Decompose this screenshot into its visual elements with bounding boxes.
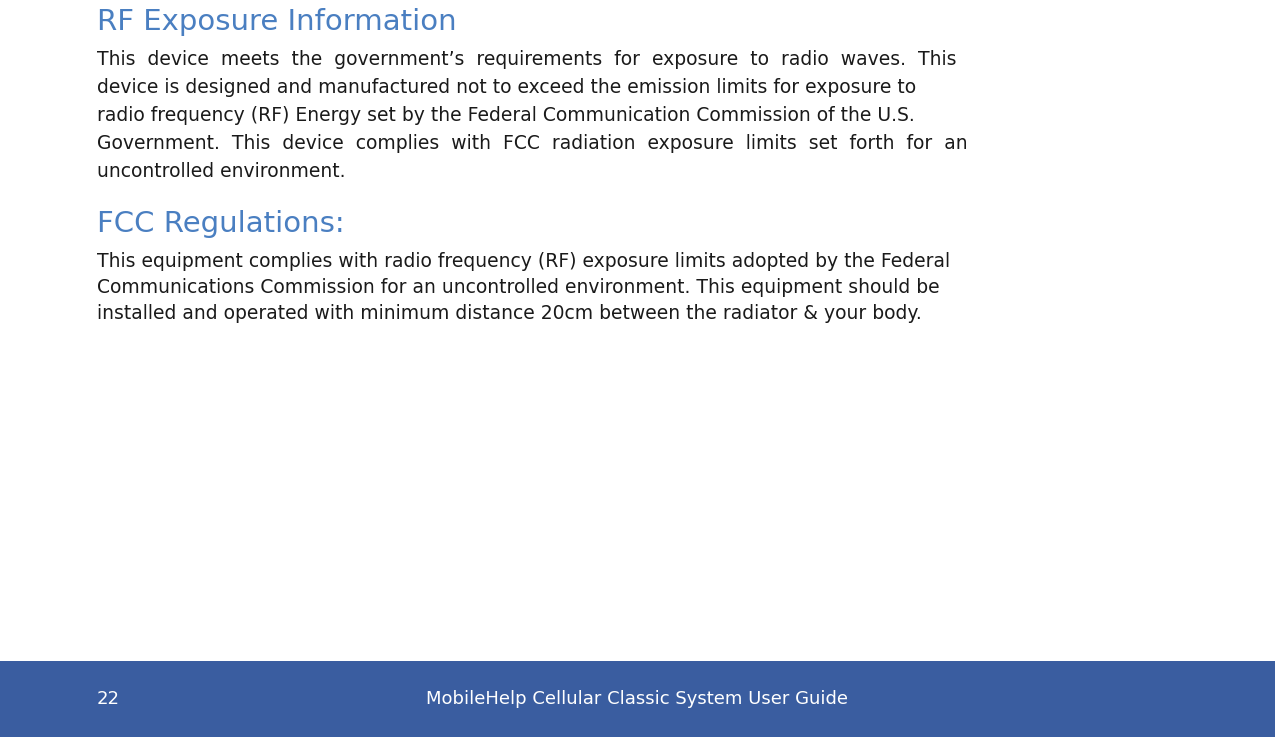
Text: installed and operated with minimum distance 20cm between the radiator & your bo: installed and operated with minimum dist… bbox=[97, 304, 922, 323]
Text: FCC Regulations:: FCC Regulations: bbox=[97, 210, 344, 238]
Text: MobileHelp Cellular Classic System User Guide: MobileHelp Cellular Classic System User … bbox=[426, 690, 848, 708]
Text: RF Exposure Information: RF Exposure Information bbox=[97, 8, 456, 36]
Text: 22: 22 bbox=[97, 690, 120, 708]
Text: This equipment complies with radio frequency (RF) exposure limits adopted by the: This equipment complies with radio frequ… bbox=[97, 252, 950, 271]
Text: uncontrolled environment.: uncontrolled environment. bbox=[97, 162, 346, 181]
Text: This  device  meets  the  government’s  requirements  for  exposure  to  radio  : This device meets the government’s requi… bbox=[97, 50, 956, 69]
Text: Government.  This  device  complies  with  FCC  radiation  exposure  limits  set: Government. This device complies with FC… bbox=[97, 134, 968, 153]
Text: device is designed and manufactured not to exceed the emission limits for exposu: device is designed and manufactured not … bbox=[97, 78, 917, 97]
Text: Communications Commission for an uncontrolled environment. This equipment should: Communications Commission for an uncontr… bbox=[97, 278, 940, 297]
Bar bbox=[0, 661, 1275, 737]
Text: radio frequency (RF) Energy set by the Federal Communication Commission of the U: radio frequency (RF) Energy set by the F… bbox=[97, 106, 914, 125]
